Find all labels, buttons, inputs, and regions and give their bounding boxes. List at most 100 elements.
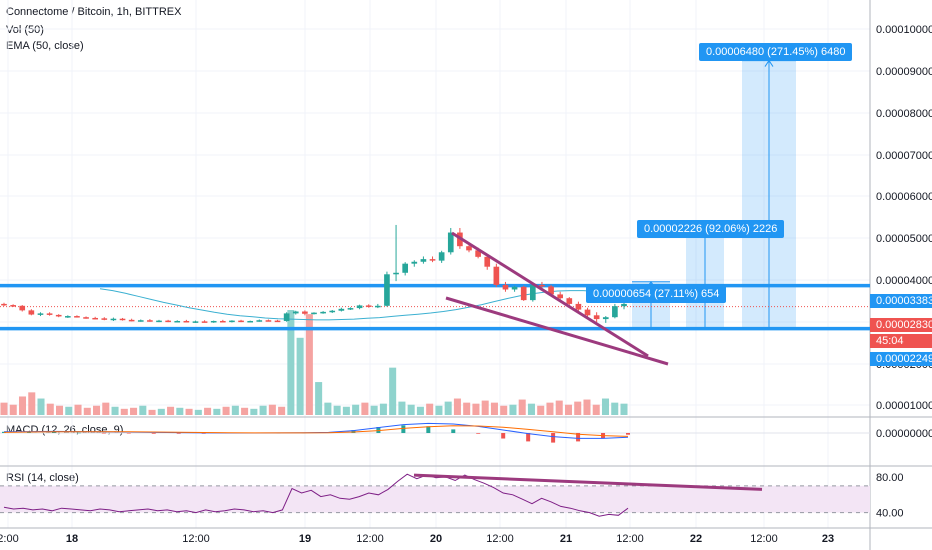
macd-tick-label: 0.00000000 [876,428,932,440]
time-tick-label: 12:00 [356,533,384,545]
candle-body [256,320,263,322]
volume-bar [463,402,471,415]
candle-body [356,305,363,309]
volume-bar [555,400,563,415]
time-tick-label: 21 [560,533,572,545]
price-tick-label: 0.00004000 [876,275,932,287]
macd-line [3,422,629,439]
volume-bar [231,405,239,415]
candle-body [46,313,53,315]
chart-title: Connectome / Bitcoin, 1h, BITTREX [6,6,182,18]
candle-body [201,321,208,323]
candle-body [365,305,372,307]
candle-body [10,305,16,307]
macd-histogram-bar [426,426,431,433]
candle-body [493,266,500,285]
volume-bar [18,396,27,415]
volume-bar [74,404,82,415]
candle-body [575,303,582,310]
candle-body [283,313,290,321]
volume-bar [537,405,545,415]
volume-bar [148,409,156,415]
wedge-upper-trendline [451,231,649,358]
candle-body [274,320,281,323]
candle-body [529,284,536,301]
macd-histogram-bar [501,433,506,439]
volume-bar [167,406,175,415]
candle-body [374,305,381,308]
volume-bar [37,398,45,415]
volume-bar [416,406,424,415]
signal-line [3,425,629,437]
rsi-study-label[interactable]: RSI (14, close) [6,472,79,484]
macd-histogram-bar [176,433,181,434]
rsi-divergence-trendline [413,473,763,491]
ema-study-label[interactable]: EMA (50, close) [6,40,84,52]
volume-bar [28,392,36,415]
volume-bar [204,407,212,415]
candle-body [520,286,527,301]
volume-bar [407,404,415,415]
time-tick-label: 20 [430,533,442,545]
volume-bar [324,402,332,415]
macd-histogram-bar [151,433,156,434]
candle-body [438,252,445,261]
ema-line [99,288,635,321]
volume-bar [379,403,387,415]
candle-body [219,320,226,323]
price-tick-label: 0.00008000 [876,108,932,120]
candles [1,224,627,323]
candle-body [602,317,609,320]
candle-body [55,314,62,317]
candle-body [247,320,254,323]
candle-body [429,259,436,261]
candle-body [612,306,618,318]
measurement-label-2[interactable]: 0.00002226 (92.06%) 2226 [637,220,785,238]
volume-study-label[interactable]: Vol (50) [6,24,44,36]
volume-bar [296,337,304,415]
volume-bar [278,406,286,415]
time-tick-label: 18 [66,533,78,545]
volume-bar [389,367,397,415]
rsi-tick-label: 80.00 [876,472,904,484]
macd-layer [0,422,870,443]
candle-body [238,320,244,323]
volume-bar [333,405,341,415]
candle-body [411,261,418,264]
candle-body [447,232,454,253]
candle-body [83,317,89,319]
measurement-label-1[interactable]: 0.00000654 (27.11%) 654 [586,285,727,303]
price-tick-label: 0.00001000 [876,400,932,412]
candle-body [37,313,44,315]
volume-bar [9,404,17,415]
volume-bar [611,402,619,415]
macd-histogram-bar [376,427,381,433]
volume-bar [268,404,276,415]
volume-bar [93,405,101,415]
candle-body [302,311,308,314]
measurement-label-3[interactable]: 0.00006480 (271.45%) 6480 [699,43,853,61]
candle-body [384,274,390,306]
volume-bar [426,403,434,415]
countdown-tag: 45:04 [870,334,932,348]
candle-body [19,305,26,311]
volume-bar [564,404,572,415]
volume-bar [527,403,535,415]
candle-body [64,316,71,318]
candle-body [119,318,126,321]
volume-bar [444,401,452,415]
volume-bar [185,408,193,415]
volume-bar [222,406,230,415]
time-tick-label: 2:00 [0,533,19,545]
volume-bar [241,407,249,415]
price-tick-label: 0.00006000 [876,191,932,203]
volume-bar [592,404,600,415]
ema-layer [99,288,635,321]
candle-body [229,320,235,323]
candle-body [265,320,272,322]
volume-bar [287,310,295,415]
macd-histogram-bar [626,433,630,435]
candle-body [484,256,491,267]
candle-body [621,303,627,307]
